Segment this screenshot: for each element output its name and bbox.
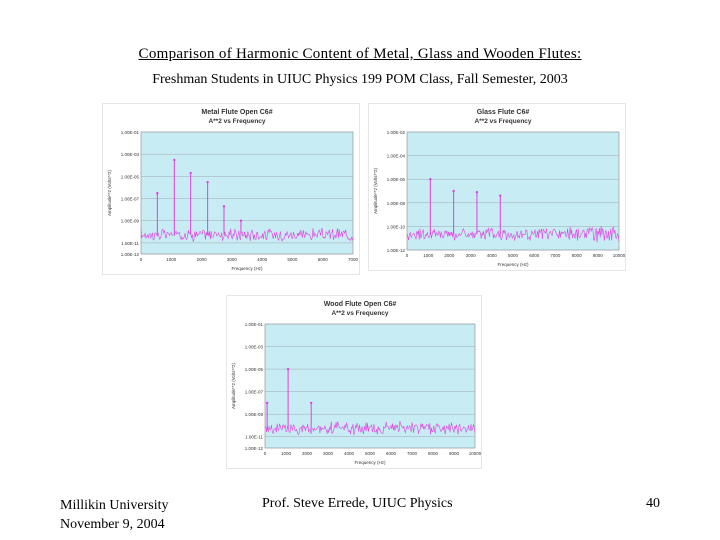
x-tick-label: 9000	[449, 451, 460, 456]
y-tick-label: 1.00E-07	[245, 390, 264, 395]
peak-point	[310, 401, 313, 405]
y-tick-label: 1.00E-02	[387, 130, 406, 135]
x-tick-label: 2000	[444, 253, 455, 258]
x-tick-label: 7000	[407, 451, 418, 456]
chart-subtitle: A**2 vs Frequency	[474, 118, 531, 125]
page-number: 40	[646, 496, 660, 511]
y-tick-label: 1.00E-05	[121, 174, 140, 179]
x-tick-label: 3000	[466, 253, 477, 258]
y-tick-label: 1.00E-07	[121, 197, 140, 202]
x-tick-label: 0	[264, 451, 267, 456]
x-tick-label: 2000	[197, 257, 208, 262]
x-tick-label: 4000	[257, 257, 268, 262]
y-tick-label: 1.00E-12	[121, 252, 140, 257]
peak-point	[475, 190, 479, 194]
chart-title: Metal Flute Open C6#	[201, 109, 272, 116]
series-line	[265, 421, 476, 436]
plot-area	[140, 131, 354, 255]
x-tick-label: 10000	[613, 253, 625, 258]
series-line	[406, 225, 620, 243]
y-tick-label: 1.00E-04	[387, 154, 406, 159]
x-tick-label: 8000	[572, 253, 583, 258]
y-axis-label: Amplitude**2 (Volts**2)	[231, 362, 236, 409]
x-tick-label: 4000	[344, 451, 355, 456]
metal-flute-chart: Metal Flute Open C6# A**2 vs Frequency 1.0…	[102, 103, 360, 275]
glass-flute-chart: Glass Flute C6# A**2 vs Frequency 1.00E-02…	[368, 103, 626, 271]
x-tick-label: 1000	[166, 257, 177, 262]
y-tick-label: 1.00E-12	[387, 248, 406, 253]
y-tick-label: 1.00E-03	[245, 345, 264, 350]
y-tick-label: 1.00E-10	[387, 224, 406, 229]
y-tick-label: 1.00E-03	[121, 152, 140, 157]
wood-flute-chart: Wood Flute Open C6# A**2 vs Frequency 1.00…	[226, 295, 482, 469]
peak-point	[206, 180, 209, 184]
x-axis-label: Frequency (Hz)	[497, 262, 529, 267]
x-tick-label: 10000	[469, 451, 481, 456]
y-axis-label: Amplitude**2 (Volts**2)	[373, 167, 378, 214]
slide-title: Comparison of Harmonic Content of Metal,…	[138, 46, 582, 62]
x-tick-label: 6000	[318, 257, 329, 262]
y-tick-label: 1.00E-05	[245, 367, 264, 372]
footer-date: November 9, 2004	[60, 517, 165, 532]
chart-svg: Metal Flute Open C6# A**2 vs Frequency 1.0…	[107, 109, 359, 271]
chart-subtitle: A**2 vs Frequency	[208, 118, 265, 125]
y-tick-label: 1.00E-06	[387, 177, 406, 182]
chart-subtitle: A**2 vs Frequency	[331, 310, 388, 317]
peak-point	[189, 171, 192, 175]
x-tick-label: 6000	[386, 451, 397, 456]
x-tick-label: 7000	[550, 253, 561, 258]
peak-point	[222, 205, 226, 208]
footer-institution: Millikin University	[60, 498, 169, 513]
x-tick-label: 8000	[428, 451, 439, 456]
slide-subtitle: Freshman Students in UIUC Physics 199 PO…	[152, 72, 568, 87]
peak-point	[286, 367, 290, 371]
peak-point	[452, 189, 455, 193]
x-tick-label: 1000	[281, 451, 292, 456]
peak-point	[265, 401, 269, 405]
chart-svg: Glass Flute C6# A**2 vs Frequency 1.00E-02…	[373, 109, 625, 267]
x-tick-label: 0	[406, 253, 409, 258]
y-tick-label: 1.00E-11	[121, 241, 139, 246]
y-tick-label: 1.00E-01	[121, 130, 140, 135]
x-tick-label: 3000	[323, 451, 334, 456]
x-tick-label: 6000	[529, 253, 540, 258]
y-tick-label: 1.00E-01	[245, 322, 264, 327]
x-tick-label: 5000	[287, 257, 298, 262]
chart-svg: Wood Flute Open C6# A**2 vs Frequency 1.00…	[231, 301, 481, 465]
y-tick-label: 1.00E-11	[245, 435, 263, 440]
y-tick-label: 1.00E-09	[121, 219, 140, 224]
x-tick-label: 2000	[302, 451, 313, 456]
chart-title: Wood Flute Open C6#	[324, 301, 397, 308]
y-tick-label: 1.00E-08	[387, 201, 406, 206]
y-axis-label: Amplitude**2 (Volts**2)	[107, 169, 112, 216]
y-tick-label: 1.00E-12	[245, 446, 264, 451]
chart-title: Glass Flute C6#	[477, 109, 530, 116]
x-tick-label: 7000	[348, 257, 359, 262]
x-tick-label: 4000	[487, 253, 498, 258]
x-tick-label: 5000	[365, 451, 376, 456]
x-tick-label: 3000	[227, 257, 238, 262]
x-axis-label: Frequency (Hz)	[231, 266, 263, 271]
footer-presenter: Prof. Steve Errede, UIUC Physics	[262, 496, 453, 511]
peak-point	[239, 219, 243, 222]
x-tick-label: 1000	[423, 253, 434, 258]
peak-point	[499, 194, 502, 197]
x-tick-label: 9000	[593, 253, 604, 258]
footer-left: Millikin University November 9, 2004	[60, 496, 169, 534]
x-tick-label: 5000	[508, 253, 519, 258]
series-line	[140, 227, 354, 242]
peak-point	[156, 192, 159, 195]
peak-point	[429, 178, 432, 181]
x-axis-label: Frequency (Hz)	[354, 460, 386, 465]
peak-point	[173, 158, 176, 162]
y-tick-label: 1.00E-09	[245, 412, 264, 417]
x-tick-label: 0	[140, 257, 143, 262]
